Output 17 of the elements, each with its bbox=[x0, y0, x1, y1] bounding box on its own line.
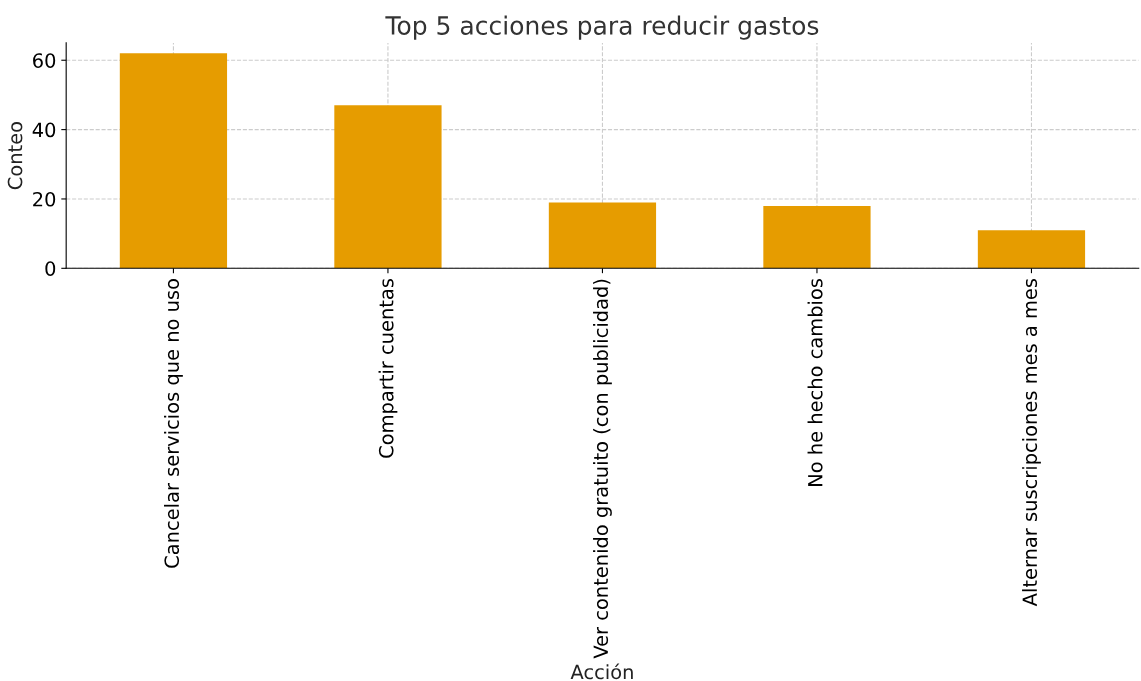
y-axis-title: Conteo bbox=[7, 122, 23, 190]
bar bbox=[548, 202, 657, 269]
bar bbox=[119, 53, 228, 269]
bar bbox=[977, 230, 1086, 269]
bar bbox=[334, 105, 442, 269]
x-tick-label: No he hecho cambios bbox=[807, 278, 823, 486]
bar bbox=[763, 205, 871, 269]
x-tick-label: Ver contenido gratuito (con publicidad) bbox=[593, 279, 612, 659]
y-tick-label: 20 bbox=[33, 191, 56, 207]
y-tick-label: 0 bbox=[45, 261, 56, 276]
x-tick-label: Compartir cuentas bbox=[378, 278, 398, 458]
y-tick-label: 40 bbox=[32, 122, 56, 138]
chart-title: Top 5 acciones para reducir gastos bbox=[385, 15, 819, 40]
x-tick-label: Cancelar servicios que no uso bbox=[164, 279, 183, 568]
x-tick-label: Alternar suscripciones mes a mes bbox=[1022, 278, 1041, 607]
x-axis-title: Acción bbox=[570, 663, 633, 680]
y-tick-label: 60 bbox=[33, 53, 56, 68]
